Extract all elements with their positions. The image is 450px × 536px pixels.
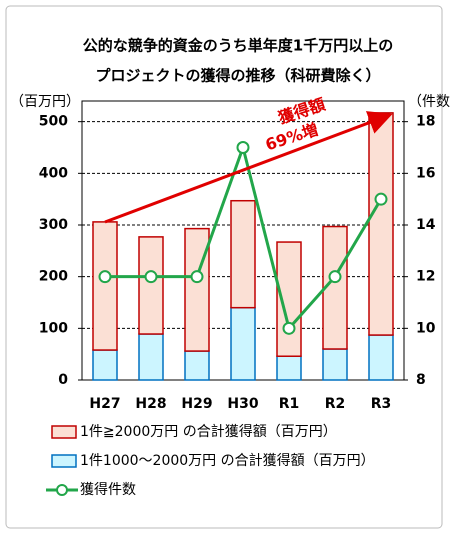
y-tick-label: 200 xyxy=(39,269,68,285)
y-tick-label: 400 xyxy=(39,165,68,181)
bar-segment xyxy=(184,227,210,352)
y-axis-label: （百万円） xyxy=(10,94,80,110)
x-tick-label: R3 xyxy=(371,396,392,412)
legend-label: 1件≧2000万円 の合計獲得額（百万円） xyxy=(80,423,337,440)
x-tick-label: H27 xyxy=(89,396,120,412)
legend-swatch xyxy=(51,454,77,468)
line-marker xyxy=(144,270,158,284)
legend-marker xyxy=(56,484,68,496)
bar-segment xyxy=(276,241,302,357)
bar-segment xyxy=(276,355,302,381)
line-marker xyxy=(282,321,296,335)
y2-tick-label: 12 xyxy=(416,269,435,285)
bar-segment xyxy=(138,236,164,335)
y2-tick-label: 14 xyxy=(416,217,436,233)
line-marker xyxy=(98,270,112,284)
bar-segment xyxy=(230,199,256,309)
y2-tick-label: 10 xyxy=(416,320,436,336)
annotation-arrow xyxy=(104,111,393,224)
y2-tick-label: 16 xyxy=(416,165,435,181)
y-tick-label: 0 xyxy=(58,372,68,388)
legend-label: 獲得件数 xyxy=(80,481,136,498)
y-tick-label: 100 xyxy=(39,320,68,336)
legend-swatch xyxy=(51,425,77,439)
y2-tick-label: 18 xyxy=(416,114,435,130)
y-tick-label: 500 xyxy=(39,114,68,130)
x-tick-label: H29 xyxy=(181,396,212,412)
bar-segment xyxy=(230,306,256,381)
bar-segment xyxy=(92,349,118,381)
bar-segment xyxy=(368,334,394,381)
x-tick-label: H30 xyxy=(227,396,258,412)
bar-segment xyxy=(138,333,164,381)
y-tick-label: 300 xyxy=(39,217,68,233)
line-marker xyxy=(236,141,250,154)
chart-title: プロジェクトの獲得の推移（科研費除く） xyxy=(95,67,380,85)
bar-segment xyxy=(184,350,210,381)
x-tick-label: H28 xyxy=(135,396,166,412)
line-marker xyxy=(374,192,388,206)
x-tick-label: R1 xyxy=(279,396,300,412)
chart-title: 公的な競争的資金のうち単年度1千万円以上の xyxy=(83,37,393,55)
y2-axis-label: （件数） xyxy=(408,94,450,110)
legend-label: 1件1000～2000万円 の合計獲得額（百万円） xyxy=(80,452,375,469)
bar-segment xyxy=(322,348,348,381)
x-tick-label: R2 xyxy=(325,396,346,412)
y2-tick-label: 8 xyxy=(416,372,426,388)
bar-segment xyxy=(92,221,118,351)
line-marker xyxy=(190,270,204,284)
bar-segment xyxy=(368,112,394,336)
line-marker xyxy=(328,270,342,284)
